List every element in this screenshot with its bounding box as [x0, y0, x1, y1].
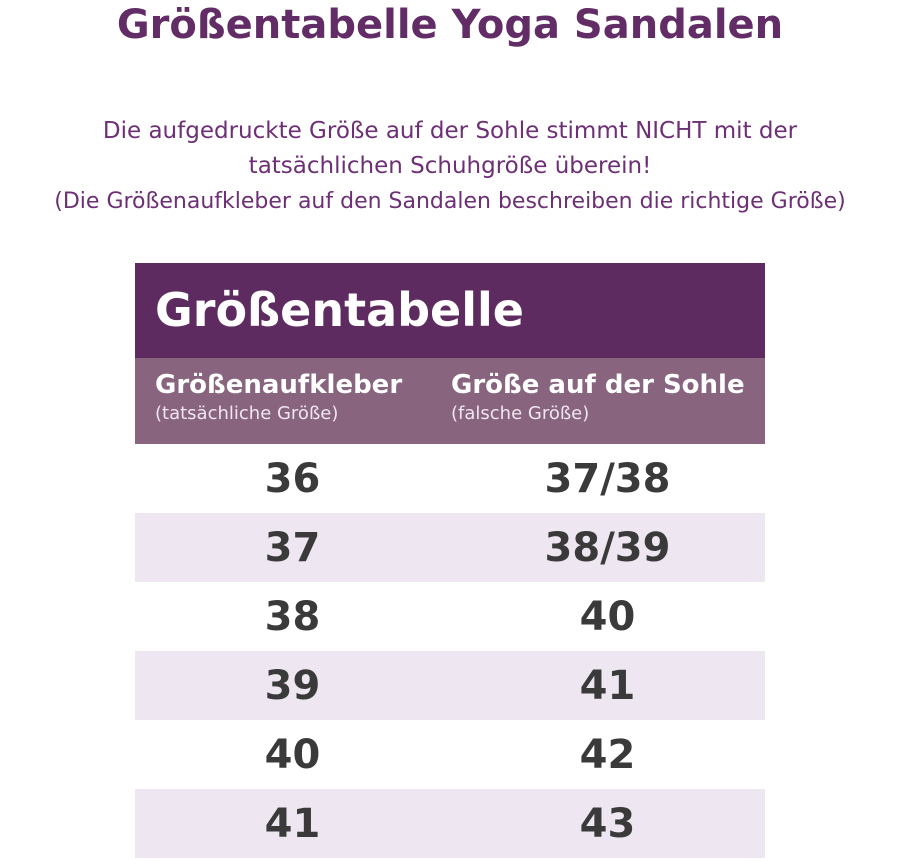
- table-row: 36 37/38: [135, 444, 765, 513]
- sole-size-cell: 38/39: [544, 524, 671, 571]
- actual-size-cell: 36: [264, 455, 321, 502]
- sole-size-cell: 41: [579, 662, 636, 709]
- sole-size-cell: 40: [579, 593, 636, 640]
- page-title: Größentabelle Yoga Sandalen: [116, 2, 784, 48]
- actual-size-cell: 38: [264, 593, 321, 640]
- table-title: Größentabelle: [135, 263, 765, 358]
- actual-size-cell: 40: [264, 731, 321, 778]
- sole-size-cell: 43: [579, 800, 636, 847]
- table-row: 40 42: [135, 720, 765, 789]
- size-table: Größentabelle Größenaufkleber (tatsächli…: [135, 263, 765, 858]
- column-header-actual-size: Größenaufkleber (tatsächliche Größe): [135, 358, 431, 444]
- notice-line-1: Die aufgedruckte Größe auf der Sohle sti…: [102, 118, 798, 144]
- sole-size-cell: 42: [579, 731, 636, 778]
- column-header-sole-size: Größe auf der Sohle (falsche Größe): [431, 358, 765, 444]
- column-header-label: Größenaufkleber: [155, 370, 403, 400]
- notice-line-2: tatsächlichen Schuhgröße überein!: [248, 153, 652, 179]
- table-row: 39 41: [135, 651, 765, 720]
- actual-size-cell: 41: [264, 800, 321, 847]
- table-row: 37 38/39: [135, 513, 765, 582]
- table-row: 38 40: [135, 582, 765, 651]
- sole-size-cell: 37/38: [544, 455, 671, 502]
- actual-size-cell: 39: [264, 662, 321, 709]
- size-notice: Die aufgedruckte Größe auf der Sohle sti…: [0, 114, 900, 219]
- table-header-row: Größenaufkleber (tatsächliche Größe) Grö…: [135, 358, 765, 444]
- actual-size-cell: 37: [264, 524, 321, 571]
- table-row: 41 43: [135, 789, 765, 858]
- notice-line-3: (Die Größenaufkleber auf den Sandalen be…: [54, 189, 846, 214]
- column-header-label: Größe auf der Sohle: [451, 370, 745, 400]
- column-header-sublabel: (falsche Größe): [451, 403, 590, 424]
- column-header-sublabel: (tatsächliche Größe): [155, 403, 339, 424]
